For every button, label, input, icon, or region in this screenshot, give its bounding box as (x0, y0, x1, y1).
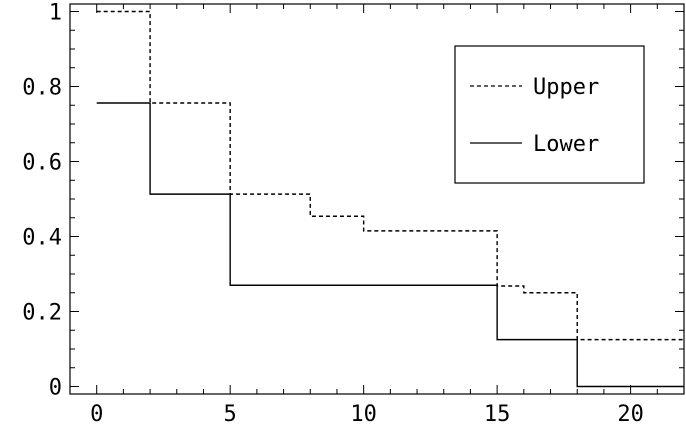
series-line-lower (96, 102, 684, 388)
series-lines (96, 10, 684, 388)
x-tick-label: 10 (350, 402, 377, 426)
legend-label-lower: Lower (533, 132, 599, 157)
x-tick-label: 20 (617, 402, 644, 426)
y-tick-label: 1 (49, 1, 62, 26)
x-tick-label: 5 (224, 402, 237, 426)
axes: 0 5 10 15 20 0 0.2 0.4 0.6 0.8 1 (22, 1, 685, 426)
y-tick-label: 0.4 (22, 226, 62, 251)
x-tick-label: 15 (484, 402, 511, 426)
y-tick-label: 0.6 (22, 151, 62, 176)
legend: Upper Lower (454, 45, 645, 184)
x-tick-label: 0 (90, 402, 103, 426)
series-line-upper (96, 10, 684, 341)
y-tick-label: 0.2 (22, 301, 62, 326)
legend-box (454, 45, 645, 184)
legend-label-upper: Upper (533, 75, 599, 100)
y-tick-label: 0 (49, 376, 62, 401)
y-tick-label: 0.8 (22, 76, 62, 101)
